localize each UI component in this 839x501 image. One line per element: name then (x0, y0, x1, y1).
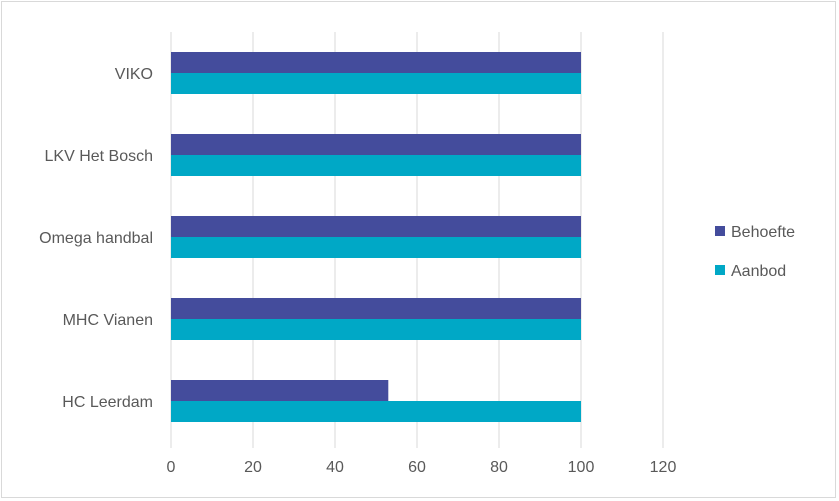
legend-swatch (715, 226, 725, 236)
category-label: HC Leerdam (62, 394, 153, 411)
x-tick-label: 100 (568, 459, 595, 476)
category-label: MHC Vianen (63, 312, 153, 329)
x-tick-label: 40 (326, 459, 344, 476)
legend-label: Behoefte (731, 224, 795, 241)
legend-label: Aanbod (731, 263, 786, 280)
bar-behoefte (171, 134, 581, 155)
legend-swatch (715, 265, 725, 275)
bar-aanbod (171, 73, 581, 94)
x-tick-label: 80 (490, 459, 508, 476)
bar-aanbod (171, 155, 581, 176)
x-tick-label: 20 (244, 459, 262, 476)
x-tick-label: 120 (650, 459, 677, 476)
bar-behoefte (171, 216, 581, 237)
bar-behoefte (171, 298, 581, 319)
x-tick-label: 60 (408, 459, 426, 476)
category-label: LKV Het Bosch (45, 148, 154, 165)
bar-behoefte (171, 52, 581, 73)
bar-aanbod (171, 237, 581, 258)
bar-aanbod (171, 401, 581, 422)
bar-aanbod (171, 319, 581, 340)
category-label: Omega handbal (39, 230, 153, 247)
bar-behoefte (171, 380, 389, 401)
x-tick-label: 0 (167, 459, 176, 476)
category-label: VIKO (115, 66, 153, 83)
